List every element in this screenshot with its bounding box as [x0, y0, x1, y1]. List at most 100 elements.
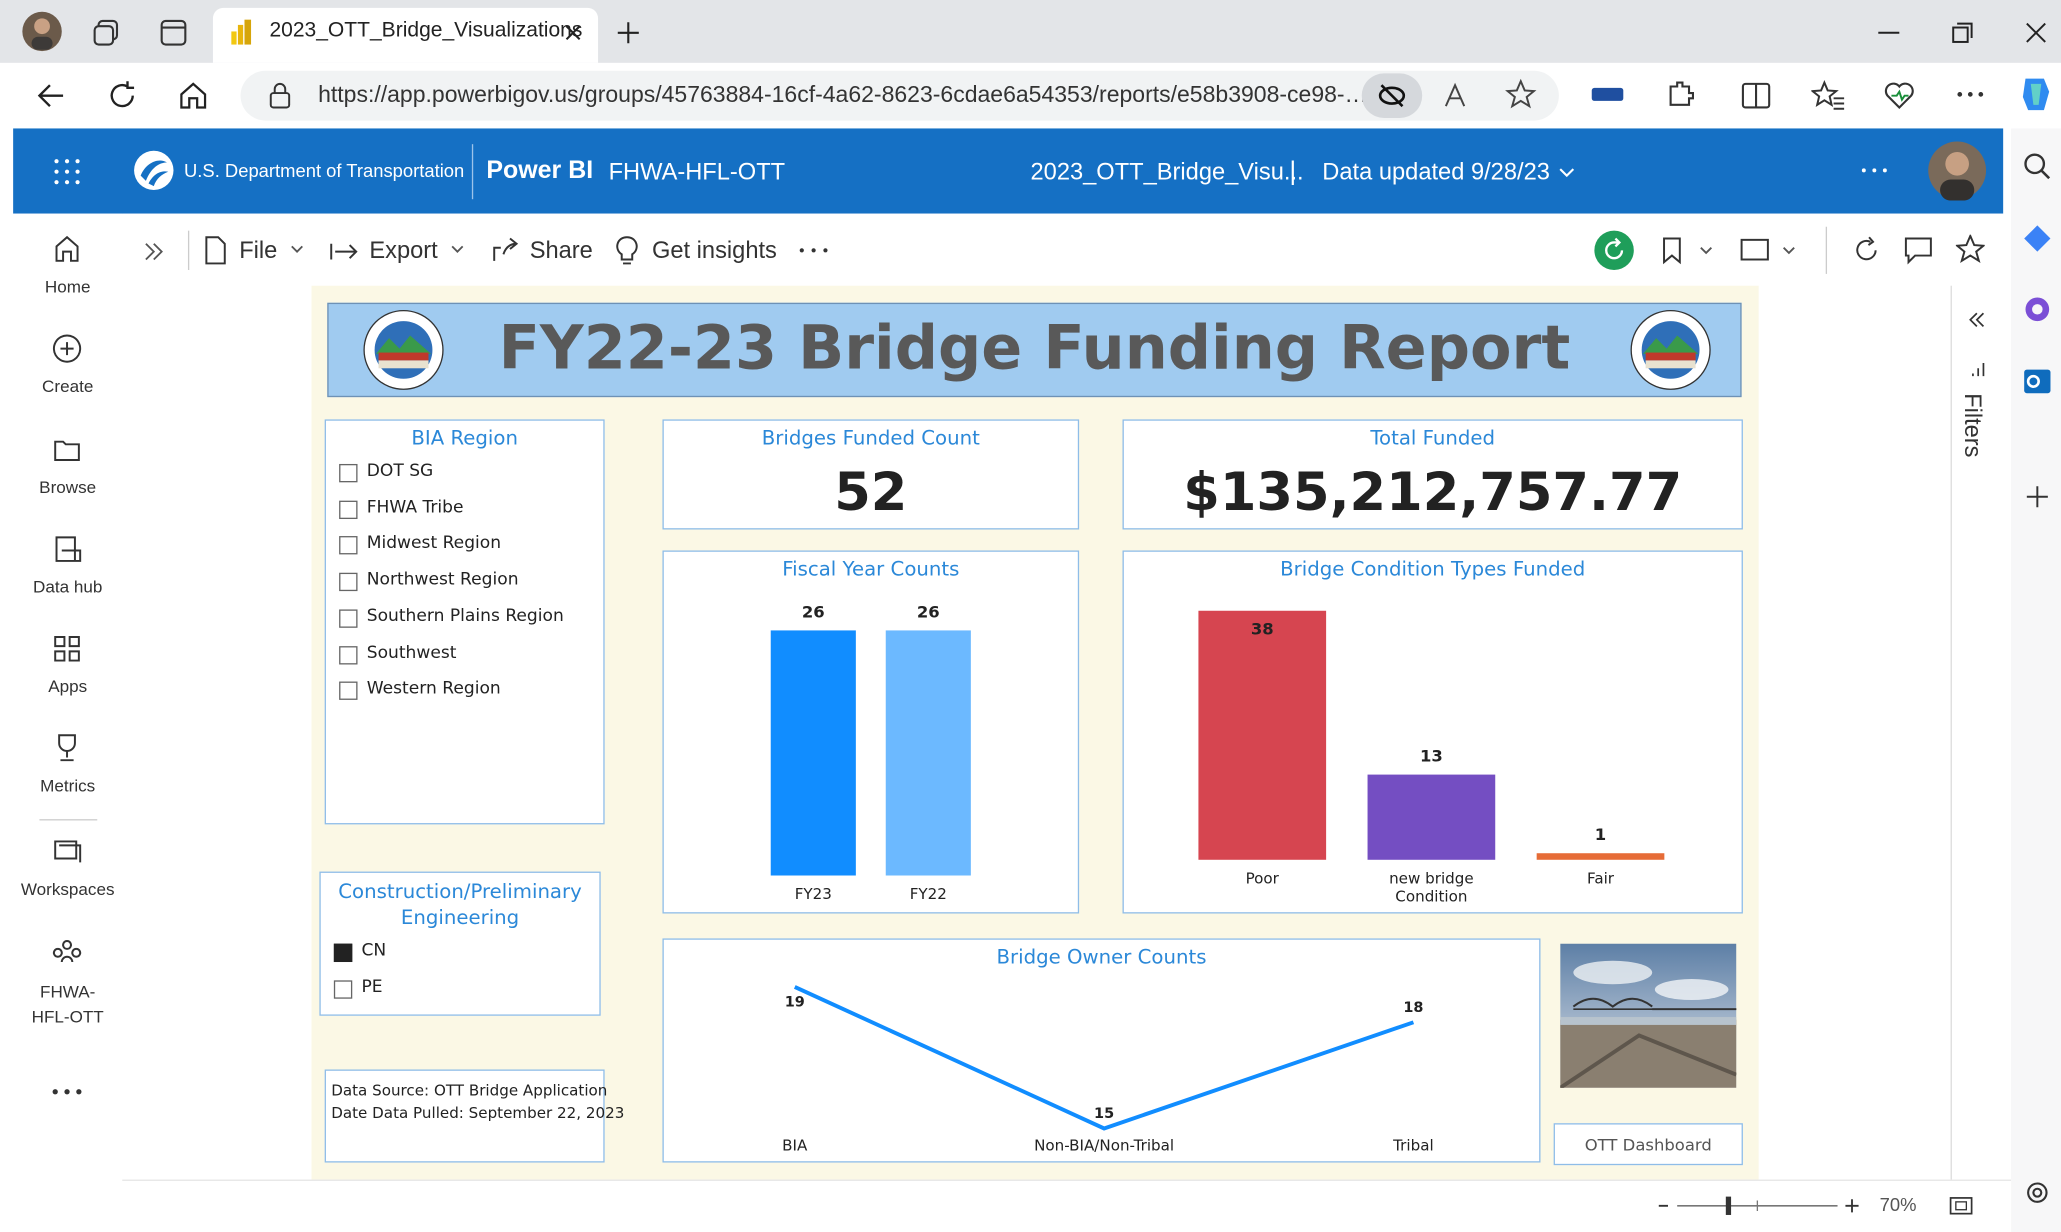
- toolbar-share[interactable]: Share: [529, 237, 593, 264]
- zoom-level[interactable]: 70%: [1879, 1193, 1917, 1215]
- split-screen[interactable]: [1739, 79, 1773, 113]
- nav-icon[interactable]: [49, 630, 86, 667]
- total-card[interactable]: Total Funded $135,212,757.77: [1122, 419, 1743, 530]
- nav-icon[interactable]: [49, 431, 86, 468]
- copilot[interactable]: [2018, 73, 2057, 115]
- slicer-item[interactable]: DOT SG: [366, 461, 434, 482]
- nav-label[interactable]: Metrics: [40, 775, 96, 796]
- work-slicer[interactable]: Construction/Preliminary Engineering CN P…: [319, 871, 601, 1016]
- workspace-name[interactable]: FHWA-HFL-OTT: [608, 158, 786, 185]
- slicer-item[interactable]: Midwest Region: [366, 533, 502, 554]
- filters-label[interactable]: Filters: [1959, 393, 1987, 458]
- nav-more[interactable]: [50, 1085, 84, 1098]
- sidebar-outlook[interactable]: [2022, 366, 2054, 397]
- checkbox[interactable]: [333, 943, 353, 963]
- app-launcher[interactable]: [53, 157, 82, 186]
- nav-icon[interactable]: [49, 730, 86, 767]
- count-card[interactable]: Bridges Funded Count 52: [662, 419, 1080, 530]
- file-icon[interactable]: [204, 236, 228, 265]
- address-bar[interactable]: [240, 70, 1559, 121]
- new-tab[interactable]: [614, 18, 643, 47]
- export-icon[interactable]: [329, 239, 361, 265]
- slicer-item[interactable]: CN: [361, 941, 387, 961]
- button-label[interactable]: OTT Dashboard: [1584, 1135, 1712, 1155]
- header-more[interactable]: [1860, 165, 1889, 175]
- browser-essentials[interactable]: [1882, 79, 1916, 113]
- refresh-visuals[interactable]: [1852, 236, 1881, 265]
- checkbox[interactable]: [339, 500, 358, 519]
- bookmark-icon[interactable]: [1660, 236, 1718, 265]
- nav-label[interactable]: Data hub: [33, 576, 103, 597]
- favorite[interactable]: [1505, 78, 1537, 110]
- reset-icon[interactable]: [1593, 229, 1635, 271]
- checkbox[interactable]: [339, 609, 358, 628]
- checkbox[interactable]: [339, 645, 358, 664]
- share-icon[interactable]: [490, 236, 519, 265]
- data-updated[interactable]: Data updated 9/28/23: [1322, 158, 1550, 185]
- sidebar-add[interactable]: [2024, 484, 2050, 510]
- back[interactable]: [34, 79, 68, 113]
- url[interactable]: https://app.powerbigov.us/groups/4576388…: [318, 81, 1368, 108]
- checkbox[interactable]: [339, 572, 358, 592]
- tab-actions-icon[interactable]: [159, 18, 188, 47]
- sidebar-shopping[interactable]: [2022, 223, 2054, 254]
- restore[interactable]: [1948, 18, 1977, 47]
- filters-pane[interactable]: [1950, 285, 2006, 1180]
- refresh[interactable]: [105, 79, 139, 113]
- chart-box[interactable]: Bridge Condition Types Funded 38 13 1 Poor ne…: [1122, 550, 1743, 914]
- user-avatar[interactable]: [1927, 140, 1987, 201]
- nav-icon[interactable]: [49, 531, 86, 568]
- sidebar-search[interactable]: [2022, 151, 2054, 182]
- product-name[interactable]: Power BI: [486, 157, 594, 185]
- active-tab[interactable]: [212, 7, 599, 63]
- nav-icon[interactable]: [49, 933, 86, 970]
- toolbar-more[interactable]: [798, 245, 830, 255]
- insights-icon[interactable]: [614, 235, 640, 266]
- comments[interactable]: [1903, 236, 1935, 265]
- fit-page[interactable]: [1948, 1194, 1974, 1218]
- nav-label[interactable]: Home: [44, 276, 91, 297]
- view-icon[interactable]: [1739, 236, 1802, 265]
- read-aloud[interactable]: [1442, 80, 1474, 111]
- extensions[interactable]: [1663, 79, 1697, 113]
- checkbox[interactable]: [339, 536, 358, 555]
- home-button[interactable]: [176, 79, 210, 113]
- lock-icon[interactable]: [267, 81, 293, 110]
- close-tab[interactable]: [563, 22, 584, 43]
- settings-more[interactable]: [1953, 87, 1987, 103]
- slicer-item[interactable]: Southern Plains Region: [366, 606, 564, 627]
- nav-label[interactable]: Workspaces: [20, 879, 115, 900]
- collapse-filters[interactable]: [1966, 311, 1987, 329]
- zoom-slider[interactable]: [1656, 1193, 1866, 1219]
- bia-slicer[interactable]: BIA Region DOT SG FHWA Tribe Midwest Regio…: [324, 419, 605, 825]
- minimize[interactable]: [1873, 18, 1905, 47]
- nav-label[interactable]: Apps: [48, 676, 88, 696]
- workspaces-icon[interactable]: [92, 18, 121, 47]
- checkbox[interactable]: [333, 979, 353, 999]
- eye-off-icon[interactable]: [1376, 80, 1408, 111]
- slicer-item[interactable]: PE: [361, 977, 383, 997]
- file-chevron[interactable]: [289, 244, 305, 257]
- nav-label[interactable]: FHWA-HFL-OTT: [31, 981, 104, 1027]
- slicer-item[interactable]: Northwest Region: [366, 570, 519, 590]
- chart-box[interactable]: Fiscal Year Counts 26 26 FY23 FY22: [662, 550, 1080, 914]
- slicer-item[interactable]: FHWA Tribe: [366, 497, 464, 518]
- filters-icon[interactable]: [1968, 360, 1986, 378]
- favorite-report[interactable]: [1955, 234, 1985, 264]
- expand-pane[interactable]: [142, 240, 166, 264]
- nav-label[interactable]: Browse: [39, 477, 97, 497]
- dashboard-button[interactable]: OTT Dashboard: [1553, 1123, 1743, 1166]
- toolbar-file[interactable]: File: [239, 237, 278, 264]
- profile-avatar[interactable]: [21, 10, 63, 52]
- slicer-item[interactable]: Western Region: [366, 679, 501, 699]
- nav-icon[interactable]: [49, 231, 86, 268]
- toolbar-insights[interactable]: Get insights: [651, 237, 777, 264]
- nav-label[interactable]: Create: [42, 376, 94, 396]
- slicer-item[interactable]: Southwest: [366, 642, 457, 663]
- extension-hid[interactable]: [1590, 81, 1624, 107]
- favorites[interactable]: [1811, 79, 1845, 113]
- sidebar-settings[interactable]: [2023, 1178, 2052, 1207]
- close-window[interactable]: [2022, 18, 2051, 47]
- checkbox[interactable]: [339, 681, 358, 701]
- nav-icon[interactable]: [49, 834, 86, 871]
